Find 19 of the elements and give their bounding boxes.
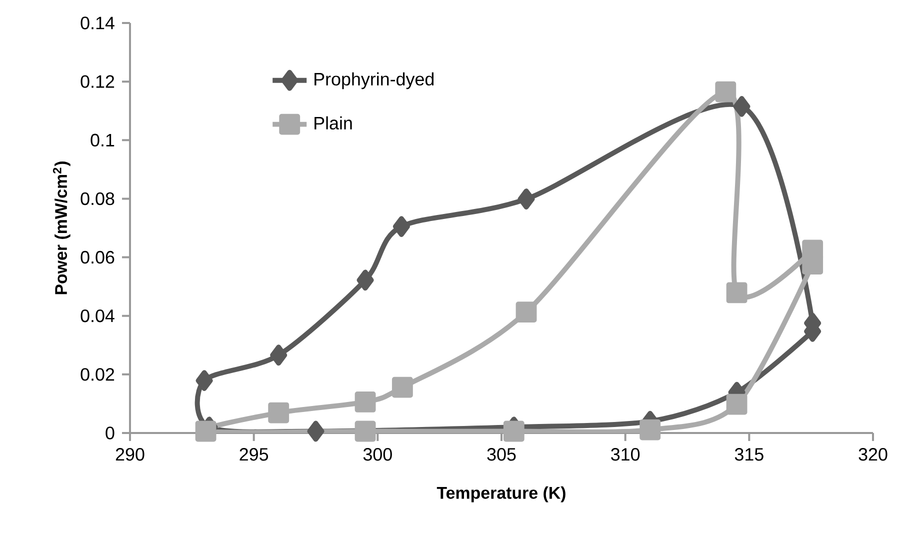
- y-tick-label: 0.06: [80, 250, 114, 264]
- x-tick-label: 295: [240, 448, 268, 461]
- x-axis-title: Temperature (K): [436, 486, 566, 502]
- x-tick-label: 315: [734, 448, 764, 461]
- x-tick-label: 305: [487, 448, 516, 461]
- y-tick-label: 0.04: [80, 310, 114, 322]
- y-tick-label: 0.02: [80, 368, 114, 381]
- y-tick-label: 0.14: [80, 16, 114, 30]
- x-tick-label: 290: [116, 448, 144, 461]
- y-tick-label: 0.12: [80, 75, 114, 88]
- legend-label: Plain: [314, 116, 352, 130]
- x-tick-label: 320: [858, 448, 888, 461]
- y-tick-label: 0.08: [80, 192, 114, 206]
- x-tick-label: 300: [363, 448, 392, 461]
- y-tick-label: 0.1: [90, 134, 114, 146]
- y-axis-title: Power (mW/cm$^{2}$): [52, 162, 70, 294]
- y-tick-label: 0: [106, 426, 114, 440]
- x-tick-label: 310: [611, 448, 640, 461]
- legend-label: Prophyrin-dyed: [314, 72, 434, 90]
